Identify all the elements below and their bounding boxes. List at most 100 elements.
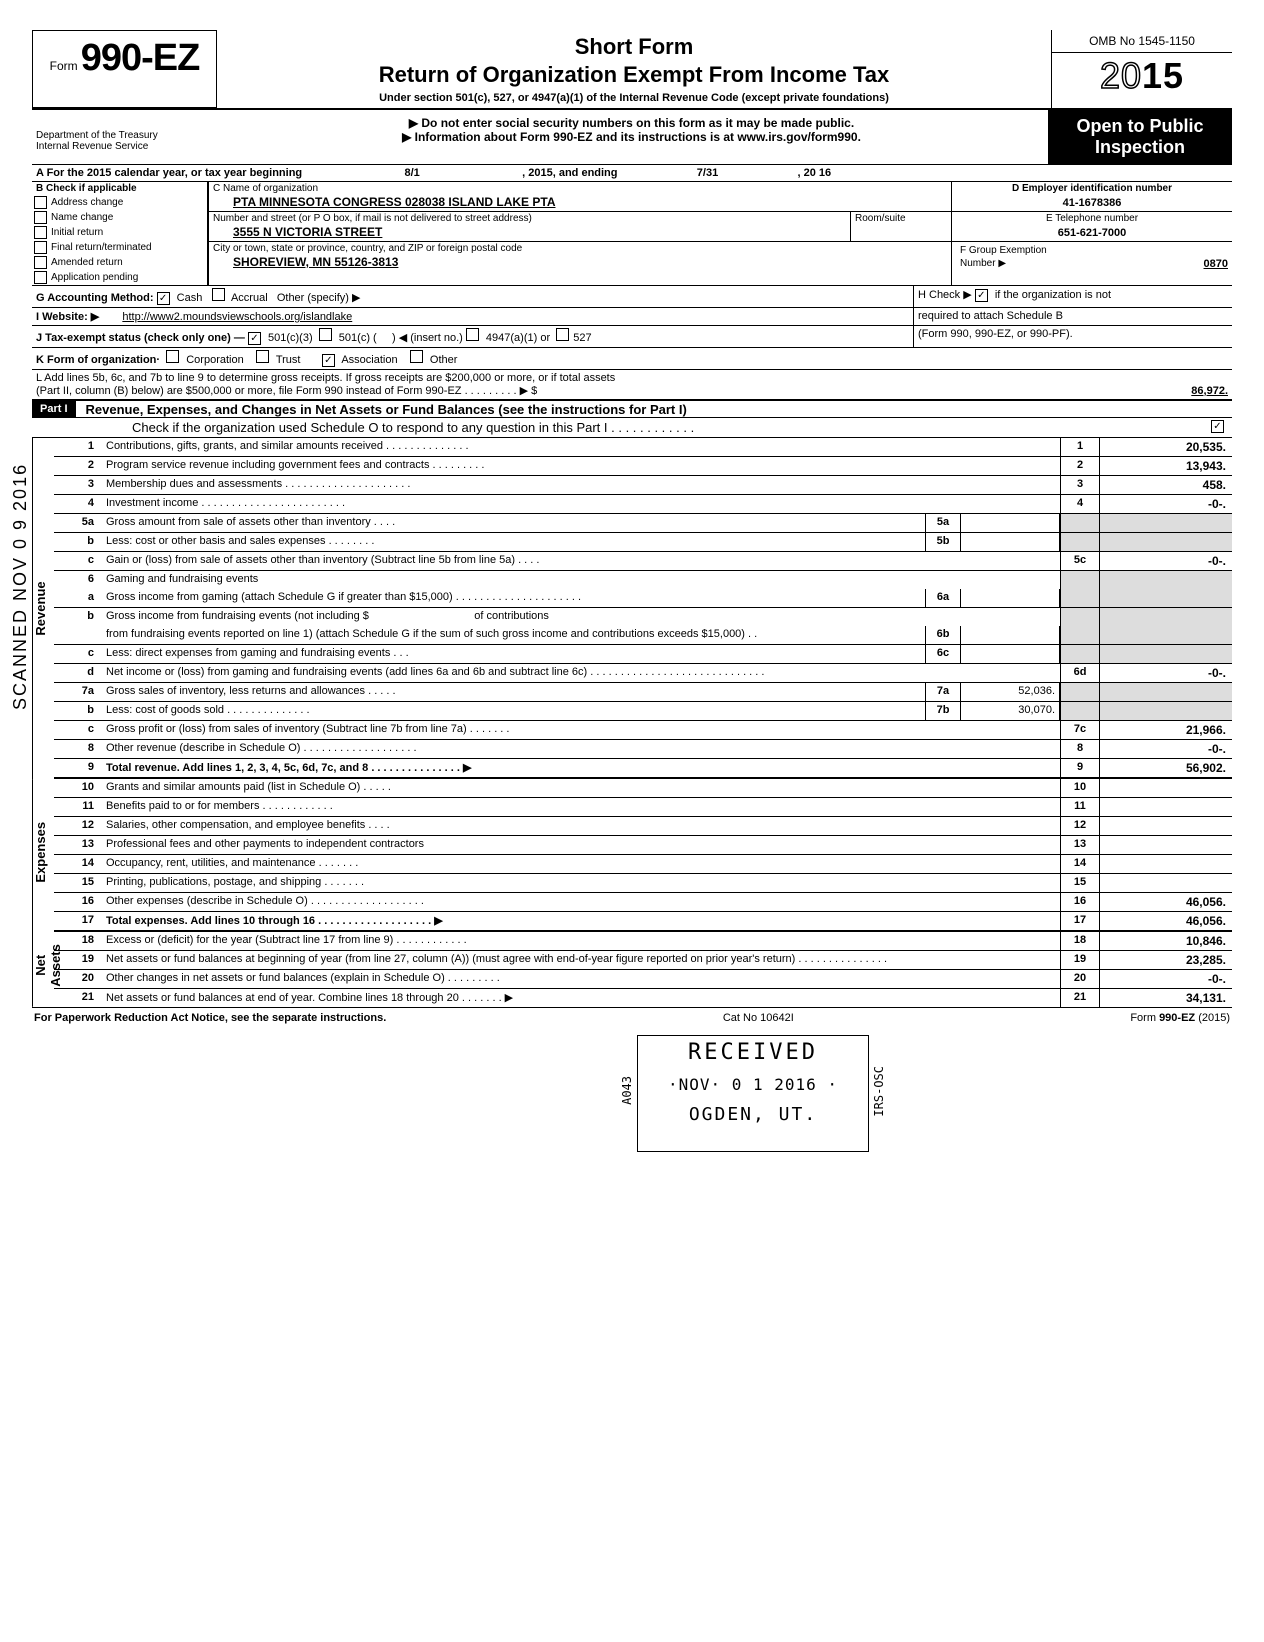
line-16-amt: 46,056. — [1100, 893, 1232, 911]
line-10-desc: Grants and similar amounts paid (list in… — [102, 779, 1060, 797]
form-word: Form — [50, 59, 78, 73]
line-7c-amt: 21,966. — [1100, 721, 1232, 739]
cb-application-pending[interactable]: Application pending — [32, 270, 207, 285]
line-6c-desc: Less: direct expenses from gaming and fu… — [102, 645, 925, 663]
line-15-desc: Printing, publications, postage, and shi… — [102, 874, 1060, 892]
cb-trust[interactable] — [256, 350, 269, 363]
received-stamp: RECEIVED ·NOV· 0 1 2016 · OGDEN, UT. A04… — [637, 1035, 869, 1152]
cb-527[interactable] — [556, 328, 569, 341]
line-h-2: required to attach Schedule B — [913, 308, 1232, 325]
city-label: City or town, state or province, country… — [209, 242, 951, 255]
line-9-desc: Total revenue. Add lines 1, 2, 3, 4, 5c,… — [102, 759, 1060, 777]
line-11-amt — [1100, 798, 1232, 816]
line-8-amt: -0-. — [1100, 740, 1232, 758]
line-20-desc: Other changes in net assets or fund bala… — [102, 970, 1060, 988]
line-9-amt: 56,902. — [1100, 759, 1232, 777]
cb-schedule-b[interactable]: ✓ — [975, 289, 988, 302]
line-7a-amt: 52,036. — [961, 683, 1060, 701]
line-12-amt — [1100, 817, 1232, 835]
revenue-label: Revenue — [32, 438, 55, 780]
cb-cash[interactable]: ✓ — [157, 292, 170, 305]
line-a: A For the 2015 calendar year, or tax yea… — [32, 165, 1232, 182]
line-3-amt: 458. — [1100, 476, 1232, 494]
cb-corp[interactable] — [166, 350, 179, 363]
line-14-desc: Occupancy, rent, utilities, and maintena… — [102, 855, 1060, 873]
name-label: C Name of organization — [209, 182, 951, 195]
expenses-label: Expenses — [32, 780, 55, 925]
omb-number: OMB No 1545-1150 — [1052, 30, 1232, 53]
line-18-desc: Excess or (deficit) for the year (Subtra… — [102, 932, 1060, 950]
group-exempt-value: 0870 — [1051, 258, 1228, 270]
line-11-desc: Benefits paid to or for members . . . . … — [102, 798, 1060, 816]
ein-value: 41-1678386 — [952, 195, 1232, 211]
org-name: PTA MINNESOTA CONGRESS 028038 ISLAND LAK… — [209, 195, 951, 211]
footer-left: For Paperwork Reduction Act Notice, see … — [34, 1012, 386, 1024]
org-addr: 3555 N VICTORIA STREET — [209, 225, 850, 241]
line-19-amt: 23,285. — [1100, 951, 1232, 969]
open-public-1: Open to Public — [1050, 116, 1230, 137]
netassets-label: Net Assets — [32, 924, 55, 1007]
phone-value: 651-621-7000 — [952, 225, 1232, 241]
line-6a-amt — [961, 589, 1060, 607]
line-12-desc: Salaries, other compensation, and employ… — [102, 817, 1060, 835]
line-13-desc: Professional fees and other payments to … — [102, 836, 1060, 854]
cb-other-org[interactable] — [410, 350, 423, 363]
cb-initial-return[interactable]: Initial return — [32, 225, 207, 240]
line-5c-amt: -0-. — [1100, 552, 1232, 570]
line-7a-desc: Gross sales of inventory, less returns a… — [102, 683, 925, 701]
scanned-stamp: SCANNED NOV 0 9 2016 — [10, 463, 31, 710]
footer-right: Form 990-EZ (2015) — [1130, 1012, 1230, 1024]
cb-schedule-o[interactable]: ✓ — [1211, 420, 1224, 433]
line-4-desc: Investment income . . . . . . . . . . . … — [102, 495, 1060, 513]
org-city: SHOREVIEW, MN 55126-3813 — [209, 255, 951, 271]
line-g: G Accounting Method: ✓ Cash Accrual Othe… — [32, 286, 913, 307]
part-1-label: Part I — [32, 401, 76, 417]
cb-501c3[interactable]: ✓ — [248, 332, 261, 345]
line-5b-amt — [961, 533, 1060, 551]
line-3-desc: Membership dues and assessments . . . . … — [102, 476, 1060, 494]
open-public-2: Inspection — [1050, 137, 1230, 158]
line-13-amt — [1100, 836, 1232, 854]
line-5b-desc: Less: cost or other basis and sales expe… — [102, 533, 925, 551]
phone-label: E Telephone number — [952, 212, 1232, 225]
part-1-title: Revenue, Expenses, and Changes in Net As… — [86, 402, 687, 417]
return-title: Return of Organization Exempt From Incom… — [225, 62, 1043, 88]
line-h: H Check ▶ ✓ if the organization is not — [913, 286, 1232, 307]
cb-4947[interactable] — [466, 328, 479, 341]
form-number: 990-EZ — [81, 37, 200, 79]
line-16-desc: Other expenses (describe in Schedule O) … — [102, 893, 1060, 911]
addr-label: Number and street (or P O box, if mail i… — [209, 212, 850, 225]
cb-address-change[interactable]: Address change — [32, 195, 207, 210]
line-4-amt: -0-. — [1100, 495, 1232, 513]
line-1-desc: Contributions, gifts, grants, and simila… — [102, 438, 1060, 456]
room-label: Room/suite — [851, 212, 951, 225]
line-6d-desc: Net income or (loss) from gaming and fun… — [102, 664, 1060, 682]
line-5c-desc: Gain or (loss) from sale of assets other… — [102, 552, 1060, 570]
cb-final-return[interactable]: Final return/terminated — [32, 240, 207, 255]
section-b-header: B Check if applicable — [32, 182, 207, 195]
line-21-desc: Net assets or fund balances at end of ye… — [102, 989, 1060, 1007]
group-exempt-label: F Group Exemption — [956, 244, 1051, 257]
line-6-desc: Gaming and fundraising events — [102, 571, 1060, 589]
line-21-amt: 34,131. — [1100, 989, 1232, 1007]
group-exempt-label2: Number ▶ — [956, 257, 1051, 270]
part-1-check: Check if the organization used Schedule … — [32, 418, 1232, 438]
line-6b-amt — [961, 626, 1060, 644]
line-10-amt — [1100, 779, 1232, 797]
line-20-amt: -0-. — [1100, 970, 1232, 988]
line-8-desc: Other revenue (describe in Schedule O) .… — [102, 740, 1060, 758]
cb-501c[interactable] — [319, 328, 332, 341]
cb-accrual[interactable] — [212, 288, 225, 301]
line-14-amt — [1100, 855, 1232, 873]
line-l: L Add lines 5b, 6c, and 7b to line 9 to … — [32, 370, 1232, 399]
line-1-amt: 20,535. — [1100, 438, 1232, 456]
line-19-desc: Net assets or fund balances at beginning… — [102, 951, 1060, 969]
cb-assoc[interactable]: ✓ — [322, 354, 335, 367]
line-k: K Form of organization· Corporation Trus… — [32, 348, 1232, 370]
line-i: I Website: ▶ http://www2.moundsviewschoo… — [32, 308, 913, 325]
cb-amended-return[interactable]: Amended return — [32, 255, 207, 270]
line-2-desc: Program service revenue including govern… — [102, 457, 1060, 475]
form-header: Form 990-EZ Short Form Return of Organiz… — [32, 30, 1232, 110]
cb-name-change[interactable]: Name change — [32, 210, 207, 225]
footer-mid: Cat No 10642I — [723, 1012, 794, 1024]
